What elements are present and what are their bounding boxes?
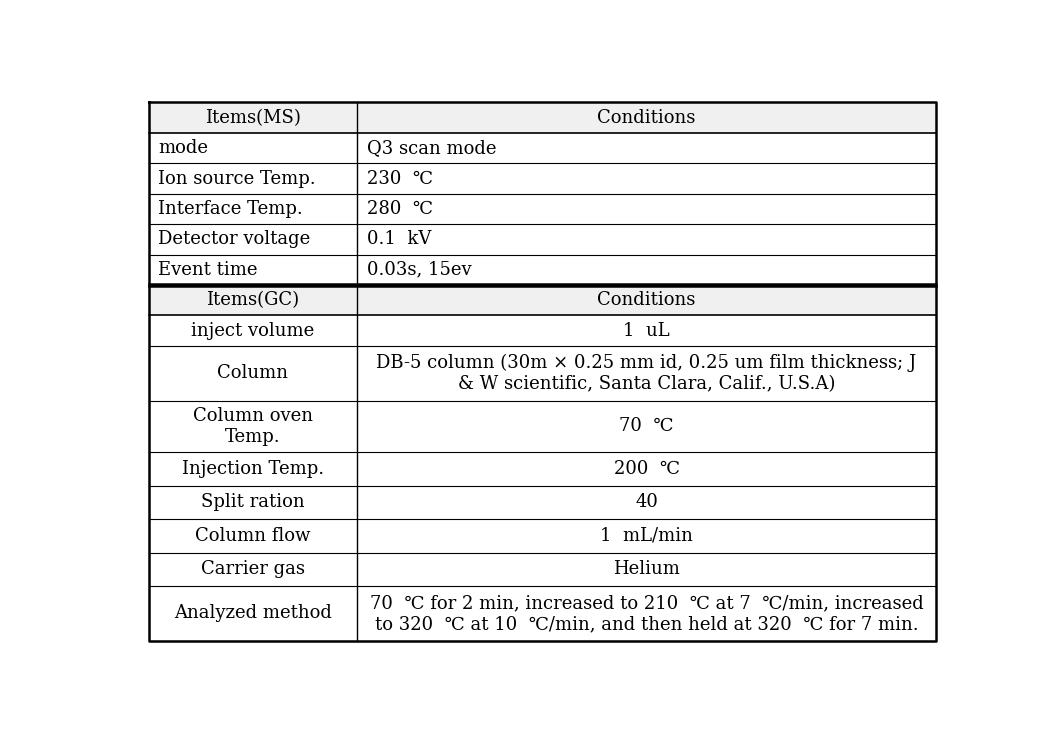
Text: Column flow: Column flow — [196, 527, 311, 545]
Bar — [148, 224, 936, 255]
Bar — [148, 486, 936, 519]
Text: Items(MS): Items(MS) — [205, 109, 300, 127]
Text: 1  uL: 1 uL — [623, 322, 670, 339]
Bar — [148, 400, 936, 453]
Bar — [148, 519, 936, 553]
Text: 70  ℃ for 2 min, increased to 210  ℃ at 7  ℃/min, increased
to 320  ℃ at 10  ℃/m: 70 ℃ for 2 min, increased to 210 ℃ at 7 … — [369, 594, 924, 633]
Bar — [148, 133, 936, 163]
Text: 230  ℃: 230 ℃ — [367, 169, 433, 188]
Text: mode: mode — [159, 139, 208, 157]
Text: Detector voltage: Detector voltage — [159, 230, 311, 248]
Text: 70  ℃: 70 ℃ — [619, 417, 674, 436]
Bar — [148, 163, 936, 194]
Text: 0.1  kV: 0.1 kV — [367, 230, 432, 248]
Text: Conditions: Conditions — [598, 291, 696, 309]
Text: Column oven
Temp.: Column oven Temp. — [193, 407, 313, 446]
Text: Event time: Event time — [159, 261, 258, 279]
Bar — [148, 586, 936, 641]
Text: 0.03s, 15ev: 0.03s, 15ev — [367, 261, 472, 279]
Bar — [148, 102, 936, 133]
Text: Interface Temp.: Interface Temp. — [159, 200, 304, 218]
Text: Carrier gas: Carrier gas — [201, 560, 305, 578]
Text: 280  ℃: 280 ℃ — [367, 200, 433, 218]
Text: 40: 40 — [635, 493, 658, 512]
Text: Split ration: Split ration — [201, 493, 305, 512]
Bar — [148, 194, 936, 224]
Text: Ion source Temp.: Ion source Temp. — [159, 169, 316, 188]
Text: inject volume: inject volume — [191, 322, 314, 339]
Bar — [148, 346, 936, 400]
Text: DB-5 column (30m × 0.25 mm id, 0.25 um film thickness; J
& W scientific, Santa C: DB-5 column (30m × 0.25 mm id, 0.25 um f… — [377, 354, 916, 393]
Text: Conditions: Conditions — [598, 109, 696, 127]
Bar — [148, 453, 936, 486]
Bar — [148, 553, 936, 586]
Text: Column: Column — [218, 364, 289, 382]
Bar — [148, 316, 936, 346]
Text: Analyzed method: Analyzed method — [174, 604, 332, 623]
Text: Helium: Helium — [613, 560, 680, 578]
Text: 1  mL/min: 1 mL/min — [600, 527, 693, 545]
Text: 200  ℃: 200 ℃ — [614, 460, 679, 478]
Bar — [148, 255, 936, 285]
Text: Q3 scan mode: Q3 scan mode — [367, 139, 496, 157]
Bar — [148, 285, 936, 316]
Text: Items(GC): Items(GC) — [206, 291, 299, 309]
Text: Injection Temp.: Injection Temp. — [182, 460, 324, 478]
